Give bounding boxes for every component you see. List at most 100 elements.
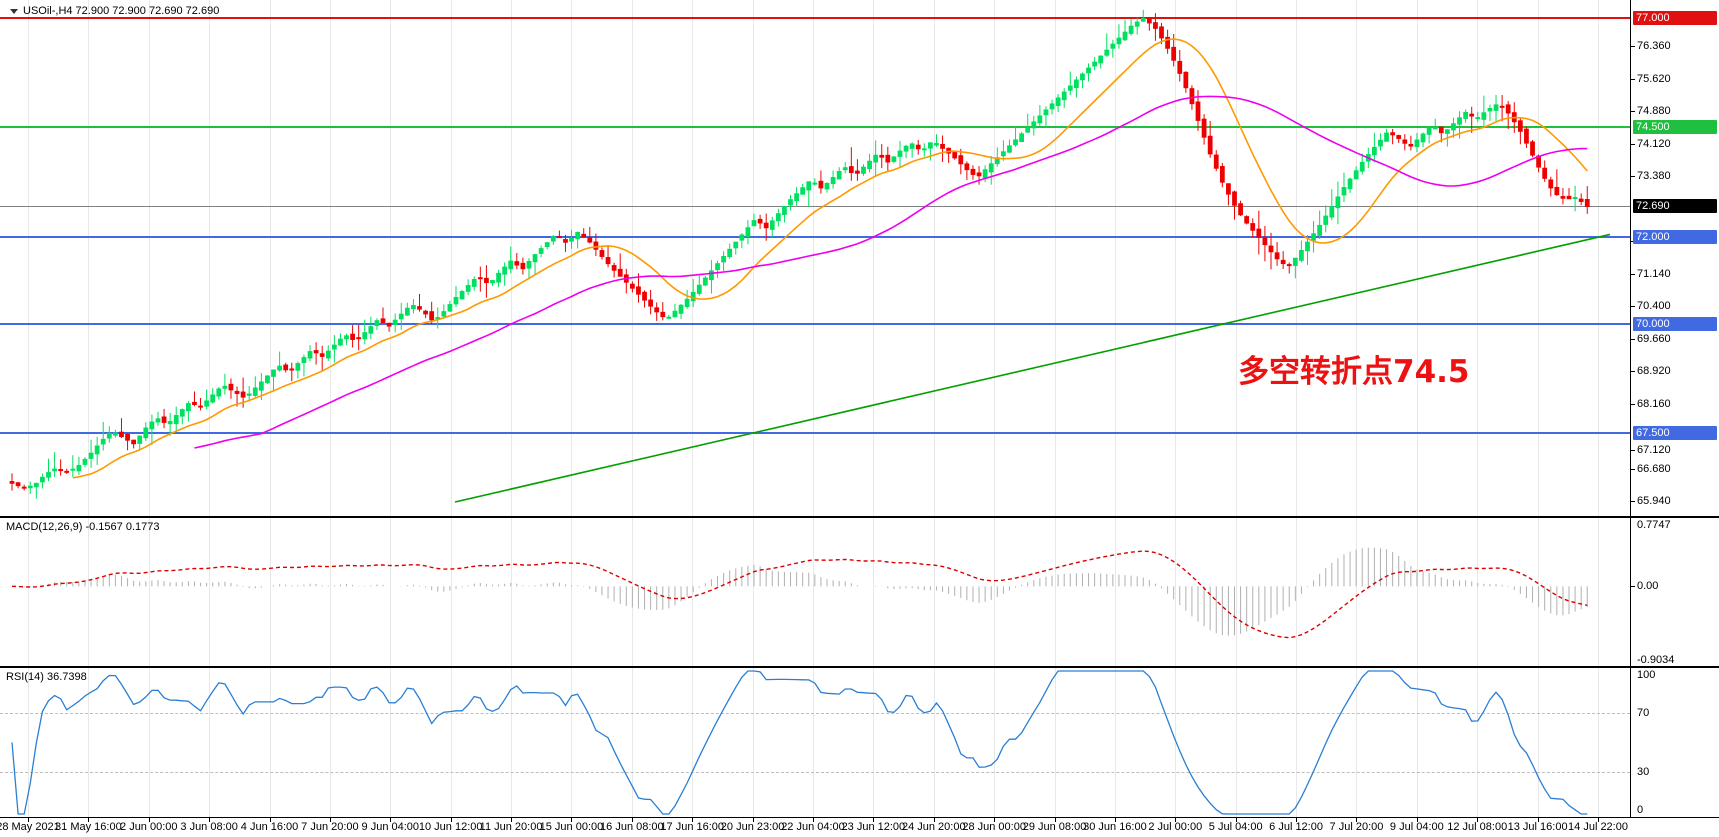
rsi-axis-tick: 30 [1637, 766, 1650, 779]
chevron-down-icon[interactable] [10, 8, 18, 14]
price-axis-tick: 69.660 [1631, 332, 1671, 345]
time-axis-label: 6 Jul 12:00 [1269, 821, 1323, 833]
price-panel[interactable]: 76.36075.62074.88074.12073.38071.90071.1… [0, 0, 1719, 517]
vertical-gridline [873, 518, 875, 666]
time-axis-label: 4 Jun 16:00 [240, 821, 299, 833]
vertical-gridline [1416, 518, 1418, 666]
time-axis-tick [1356, 818, 1358, 822]
macd-axis[interactable]: 0.7747 0.00 -0.9034 [1630, 518, 1719, 666]
vertical-gridline [1537, 668, 1539, 817]
time-axis-tick [148, 818, 150, 822]
price-axis-tick: 74.120 [1631, 138, 1671, 151]
price-level-line[interactable] [0, 17, 1630, 20]
rsi-plot-area[interactable] [0, 668, 1630, 817]
vertical-gridline [873, 0, 875, 516]
price-tag[interactable]: 72.000 [1633, 229, 1717, 244]
vertical-gridline [813, 0, 814, 516]
macd-series [11, 547, 1588, 639]
vertical-gridline [571, 518, 573, 666]
price-level-line[interactable] [0, 205, 1630, 207]
vertical-gridline [813, 518, 814, 666]
vertical-gridline [1054, 518, 1056, 666]
rsi-axis[interactable]: 100 70 30 0 [1630, 668, 1719, 817]
vertical-gridline [752, 0, 754, 516]
time-axis-tick [1235, 818, 1237, 822]
vertical-gridline [1598, 668, 1599, 817]
price-level-line[interactable] [0, 126, 1630, 129]
vertical-gridline [692, 0, 694, 516]
time-axis-tick [752, 818, 754, 822]
time-axis-tick [933, 818, 935, 822]
price-axis-tick: 66.680 [1631, 462, 1671, 475]
vertical-gridline [450, 668, 452, 817]
time-axis-tick [1114, 818, 1116, 822]
time-axis-label: 14 Jul 22:00 [1568, 821, 1628, 833]
time-axis-tick [692, 818, 694, 822]
vertical-gridline [933, 518, 935, 666]
rsi-panel[interactable]: 100 70 30 0 [0, 667, 1719, 818]
time-axis-label: 11 Jun 20:00 [479, 821, 543, 833]
time-axis[interactable]: 28 May 2021 31 May 16:00 2 Jun 00:00 3 Jun … [0, 818, 1719, 837]
vertical-gridline [1477, 518, 1479, 666]
rsi-axis-tick: 0 [1637, 804, 1644, 816]
price-tag[interactable]: 77.000 [1633, 11, 1717, 26]
trendline [454, 233, 1611, 503]
vertical-gridline [329, 518, 331, 666]
time-axis-label: 9 Jul 04:00 [1389, 821, 1444, 833]
time-axis-label: 28 Jun 00:00 [962, 821, 1026, 833]
vertical-gridline [28, 668, 29, 817]
vertical-gridline [873, 668, 875, 817]
vertical-gridline [1598, 518, 1599, 666]
time-axis-tick [1477, 818, 1479, 822]
price-axis-tick: 75.620 [1631, 72, 1671, 85]
price-tag[interactable]: 67.500 [1633, 426, 1717, 441]
vertical-gridline [1114, 668, 1116, 817]
time-axis-tick [269, 818, 271, 822]
time-axis-tick [571, 818, 573, 822]
vertical-gridline [390, 0, 392, 516]
time-axis-label: 30 Jun 16:00 [1083, 821, 1147, 833]
time-axis-label: 20 Jun 23:00 [720, 821, 785, 833]
macd-panel[interactable]: 0.7747 0.00 -0.9034 [0, 517, 1719, 667]
macd-axis-tick: 0.7747 [1637, 519, 1671, 531]
price-tag[interactable]: 70.000 [1633, 316, 1717, 331]
vertical-gridline [631, 668, 633, 817]
vertical-gridline [1477, 668, 1479, 817]
time-axis-tick [1296, 818, 1298, 822]
vertical-gridline [511, 668, 513, 817]
time-axis-label: 12 Jul 08:00 [1447, 821, 1508, 833]
candlestick-series [9, 9, 1611, 503]
vertical-gridline [209, 668, 211, 817]
price-level-line[interactable] [0, 235, 1630, 238]
macd-plot-area[interactable] [0, 518, 1630, 666]
time-axis-tick [1416, 818, 1418, 822]
price-tag[interactable]: 74.500 [1633, 120, 1717, 135]
price-axis-tick: 68.920 [1631, 365, 1671, 378]
time-axis-tick [28, 818, 29, 822]
vertical-gridline [1296, 518, 1298, 666]
vertical-gridline [88, 518, 90, 666]
vertical-gridline [450, 0, 452, 516]
time-axis-tick [994, 818, 996, 822]
vertical-gridline [571, 0, 573, 516]
vertical-gridline [269, 668, 271, 817]
macd-axis-tick: 0.00 [1630, 580, 1659, 593]
vertical-gridline [1356, 518, 1358, 666]
vertical-gridline [511, 518, 513, 666]
symbol-header[interactable]: USOil-,H4 72.900 72.900 72.690 72.690 [10, 5, 219, 17]
price-level-line[interactable] [0, 322, 1630, 325]
vertical-gridline [148, 0, 150, 516]
vertical-gridline [994, 518, 996, 666]
price-axis[interactable]: 76.36075.62074.88074.12073.38071.90071.1… [1630, 0, 1719, 516]
price-level-line[interactable] [0, 432, 1630, 435]
price-plot-area[interactable] [0, 0, 1630, 516]
price-tag[interactable]: 72.690 [1633, 199, 1717, 214]
time-axis-label: 28 May 2021 [0, 821, 60, 833]
time-axis-tick [1175, 818, 1177, 822]
time-axis-label: 10 Jun 12:00 [418, 821, 483, 833]
rsi-axis-tick: 100 [1637, 669, 1656, 681]
price-axis-tick: 68.160 [1631, 398, 1671, 411]
vertical-gridline [390, 668, 392, 817]
vertical-gridline [933, 0, 935, 516]
